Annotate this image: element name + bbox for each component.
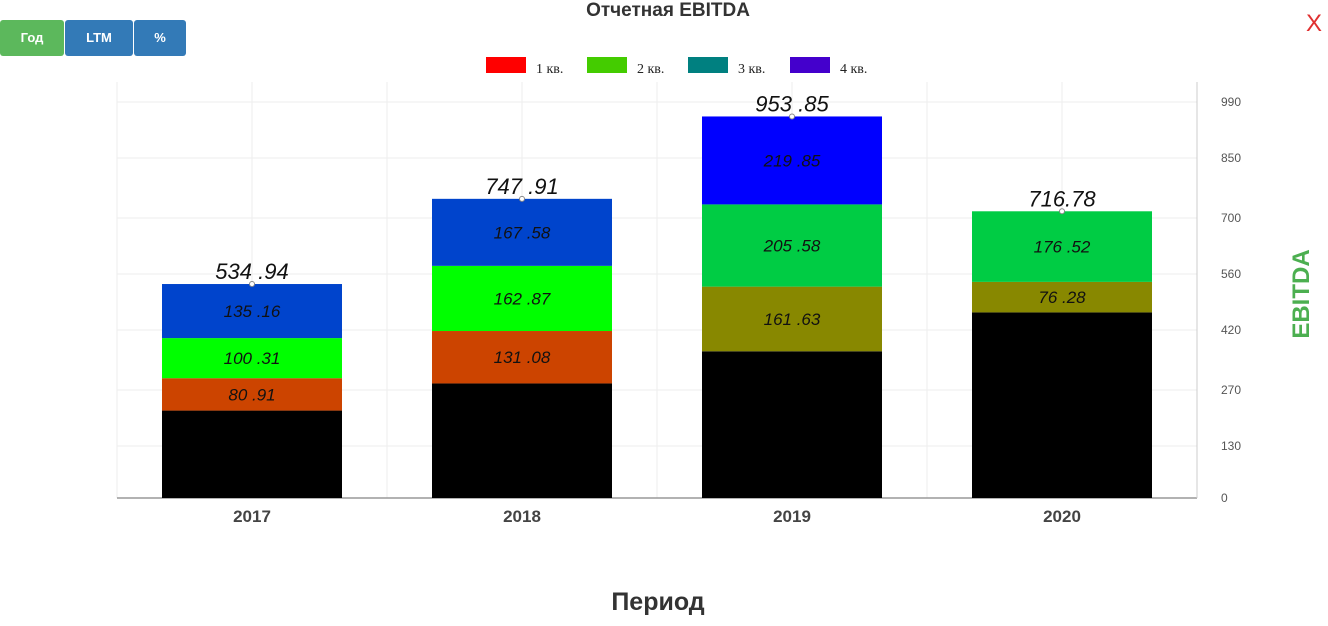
bar-segment [162,410,342,498]
bar-segment [162,378,342,411]
bar-segment [702,351,882,498]
total-marker [249,281,255,288]
legend-label: 2 кв. [637,62,664,77]
x-tick-label: 2019 [773,507,811,526]
total-marker [1059,208,1065,215]
total-value-label: 716.78 [1028,186,1096,211]
bar-segment [162,338,342,379]
bar-segment [972,312,1152,498]
bar-segment [162,284,342,339]
segment-value-label: 80 .91 [228,385,275,404]
total-value-label: 747 .91 [485,174,558,199]
close-icon[interactable]: X [1305,10,1322,37]
segment-value-label: 167 .58 [494,223,551,242]
y-tick-label: 270 [1221,383,1241,397]
y-tick-label: 990 [1221,95,1241,109]
y-tick-label: 130 [1221,439,1241,453]
segment-value-label: 135 .16 [224,302,281,321]
chart-title: Отчетная EBITDA [586,0,750,21]
bar-segment [972,281,1152,313]
y-axis-label: EBITDA [1288,249,1315,339]
y-tick-label: 700 [1221,211,1241,225]
bar-segment [432,383,612,498]
total-value-label: 534 .94 [215,259,288,284]
bar-segment [432,331,612,384]
segment-value-label: 131 .08 [494,348,551,367]
bar-segment [702,204,882,287]
y-tick-label: 850 [1221,151,1241,165]
x-tick-label: 2017 [233,507,271,526]
year-button[interactable]: Год [0,20,64,56]
y-tick-label: 0 [1221,491,1228,505]
total-marker [789,113,795,120]
legend-label: 1 кв. [536,62,563,77]
bar-segment [702,116,882,205]
x-axis-label: Период [611,588,705,616]
total-marker [519,195,525,202]
legend-swatch [486,57,526,73]
legend-swatch [790,57,830,73]
legend-label: 4 кв. [840,62,867,77]
legend-swatch [587,57,627,73]
y-tick-label: 420 [1221,323,1241,337]
bar-segment [432,198,612,266]
ltm-button[interactable]: LTM [65,20,133,56]
segment-value-label: 161 .63 [764,310,821,329]
segment-value-label: 205 .58 [763,237,821,256]
legend-label: 3 кв. [738,62,765,77]
segment-value-label: 176 .52 [1034,238,1091,257]
segment-value-label: 76 .28 [1038,288,1086,307]
total-value-label: 953 .85 [755,91,829,116]
y-tick-label: 560 [1221,267,1241,281]
segment-value-label: 162 .87 [494,289,551,308]
x-tick-label: 2020 [1043,507,1081,526]
segment-value-label: 219 .85 [763,151,821,170]
segment-value-label: 100 .31 [224,349,281,368]
legend-swatch [688,57,728,73]
bar-segment [702,286,882,352]
mode-button-group: Год LTM % [0,20,187,56]
bar-segment [972,211,1152,282]
percent-button[interactable]: % [134,20,186,56]
x-tick-label: 2018 [503,507,541,526]
bar-segment [432,265,612,332]
